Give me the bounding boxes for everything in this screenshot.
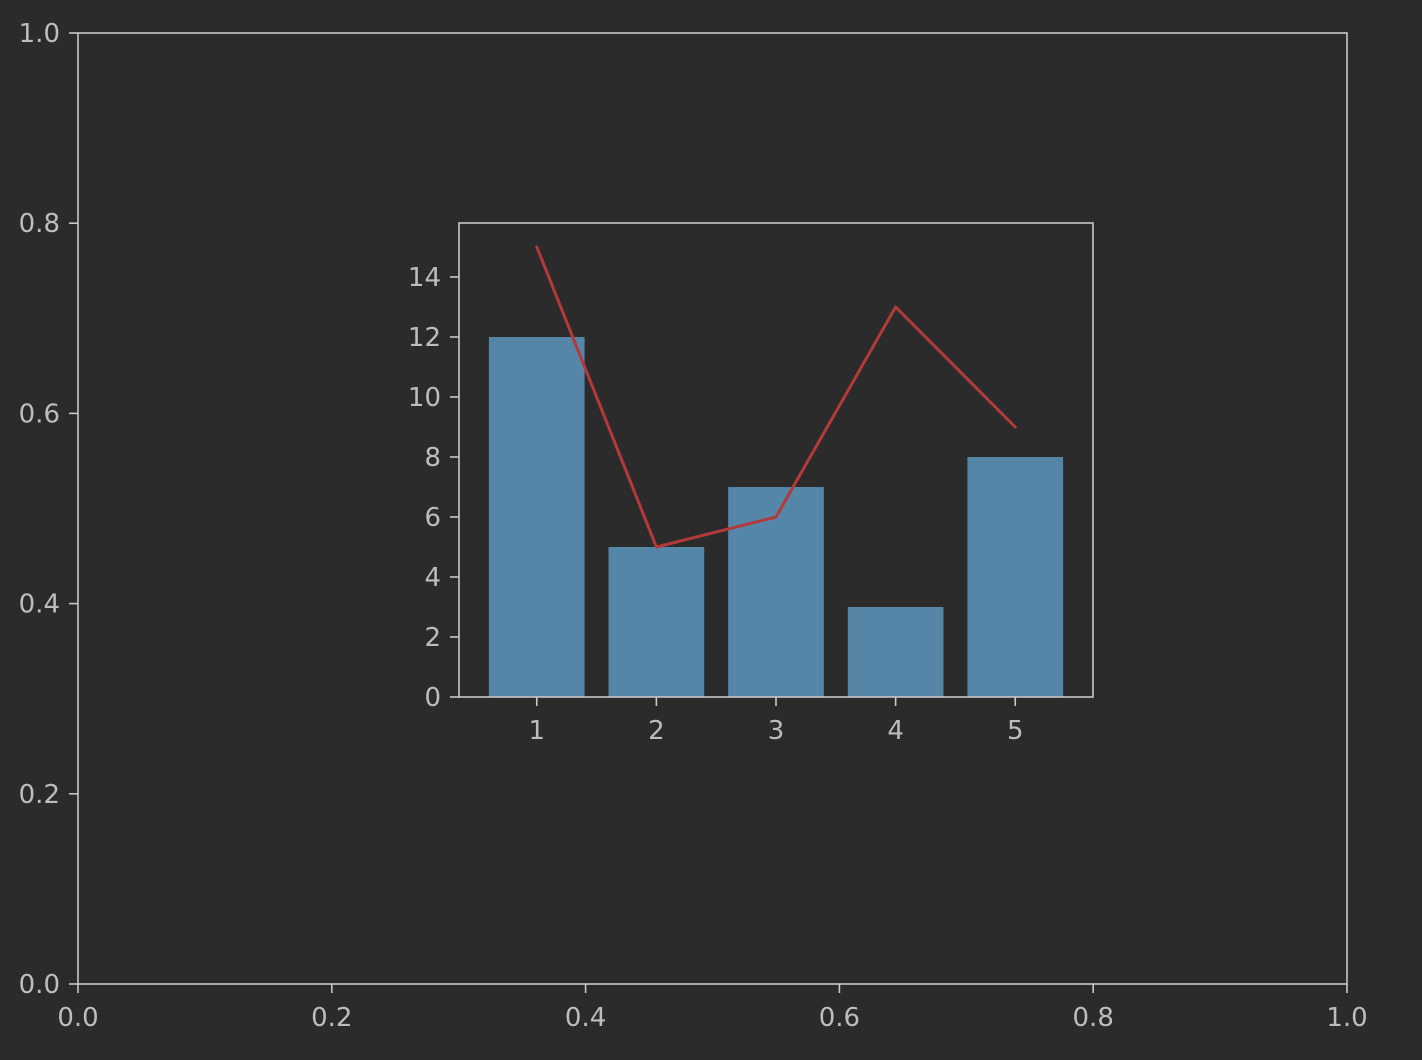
outer-x-tick-label: 0.2 [311,1003,352,1033]
inset-y-tick-label: 2 [424,623,441,653]
inset-bar [728,487,824,697]
inset-x-tick-label: 4 [887,716,904,746]
outer-y-tick-label: 1.0 [19,19,60,49]
inset-x-tick-label: 1 [528,716,545,746]
inset-bar [488,337,585,697]
inset-bar [967,457,1064,697]
inset-line [535,245,1017,549]
inset-y-tick-label: 14 [408,263,441,293]
outer-x-tick-label: 0.8 [1073,1003,1114,1033]
inset-y-tick-label: 10 [408,383,441,413]
inset-x-axis: 1 2 3 4 5 [528,697,1024,746]
outer-y-tick-label: 0.4 [19,590,60,620]
inset-y-axis: 0 2 4 6 8 10 12 14 [408,263,459,713]
inset-x-tick-label: 5 [1007,716,1024,746]
inset-x-tick-label: 2 [648,716,665,746]
inset-y-tick-label: 0 [424,683,441,713]
inset-x-tick-label: 3 [768,716,785,746]
outer-y-tick-label: 0.6 [19,399,60,429]
outer-y-axis: 0.0 0.2 0.4 0.6 0.8 1.0 [19,19,78,1000]
outer-y-tick-label: 0.8 [19,209,60,239]
inset-bar [608,547,705,697]
outer-x-tick-label: 0.6 [819,1003,860,1033]
outer-y-tick-label: 0.0 [19,970,60,1000]
outer-x-tick-label: 1.0 [1326,1003,1367,1033]
outer-axes-frame [77,32,1348,985]
inset-bar [847,607,944,697]
inset-bars [488,337,1064,697]
inset-y-tick-label: 12 [408,323,441,353]
outer-x-axis: 0.0 0.2 0.4 0.6 0.8 1.0 [57,984,1368,1033]
inset-line-series [535,245,1017,549]
inset-y-tick-label: 8 [424,443,441,473]
inset-y-tick-label: 4 [424,563,441,593]
outer-axes: 0.0 0.2 0.4 0.6 0.8 1.0 0.0 0.2 0.4 0.6 0.8 1.0 [19,19,1368,1033]
outer-y-tick-label: 0.2 [19,780,60,810]
outer-x-tick-label: 0.0 [57,1003,98,1033]
outer-x-tick-label: 0.4 [565,1003,606,1033]
inset-y-tick-label: 6 [424,503,441,533]
